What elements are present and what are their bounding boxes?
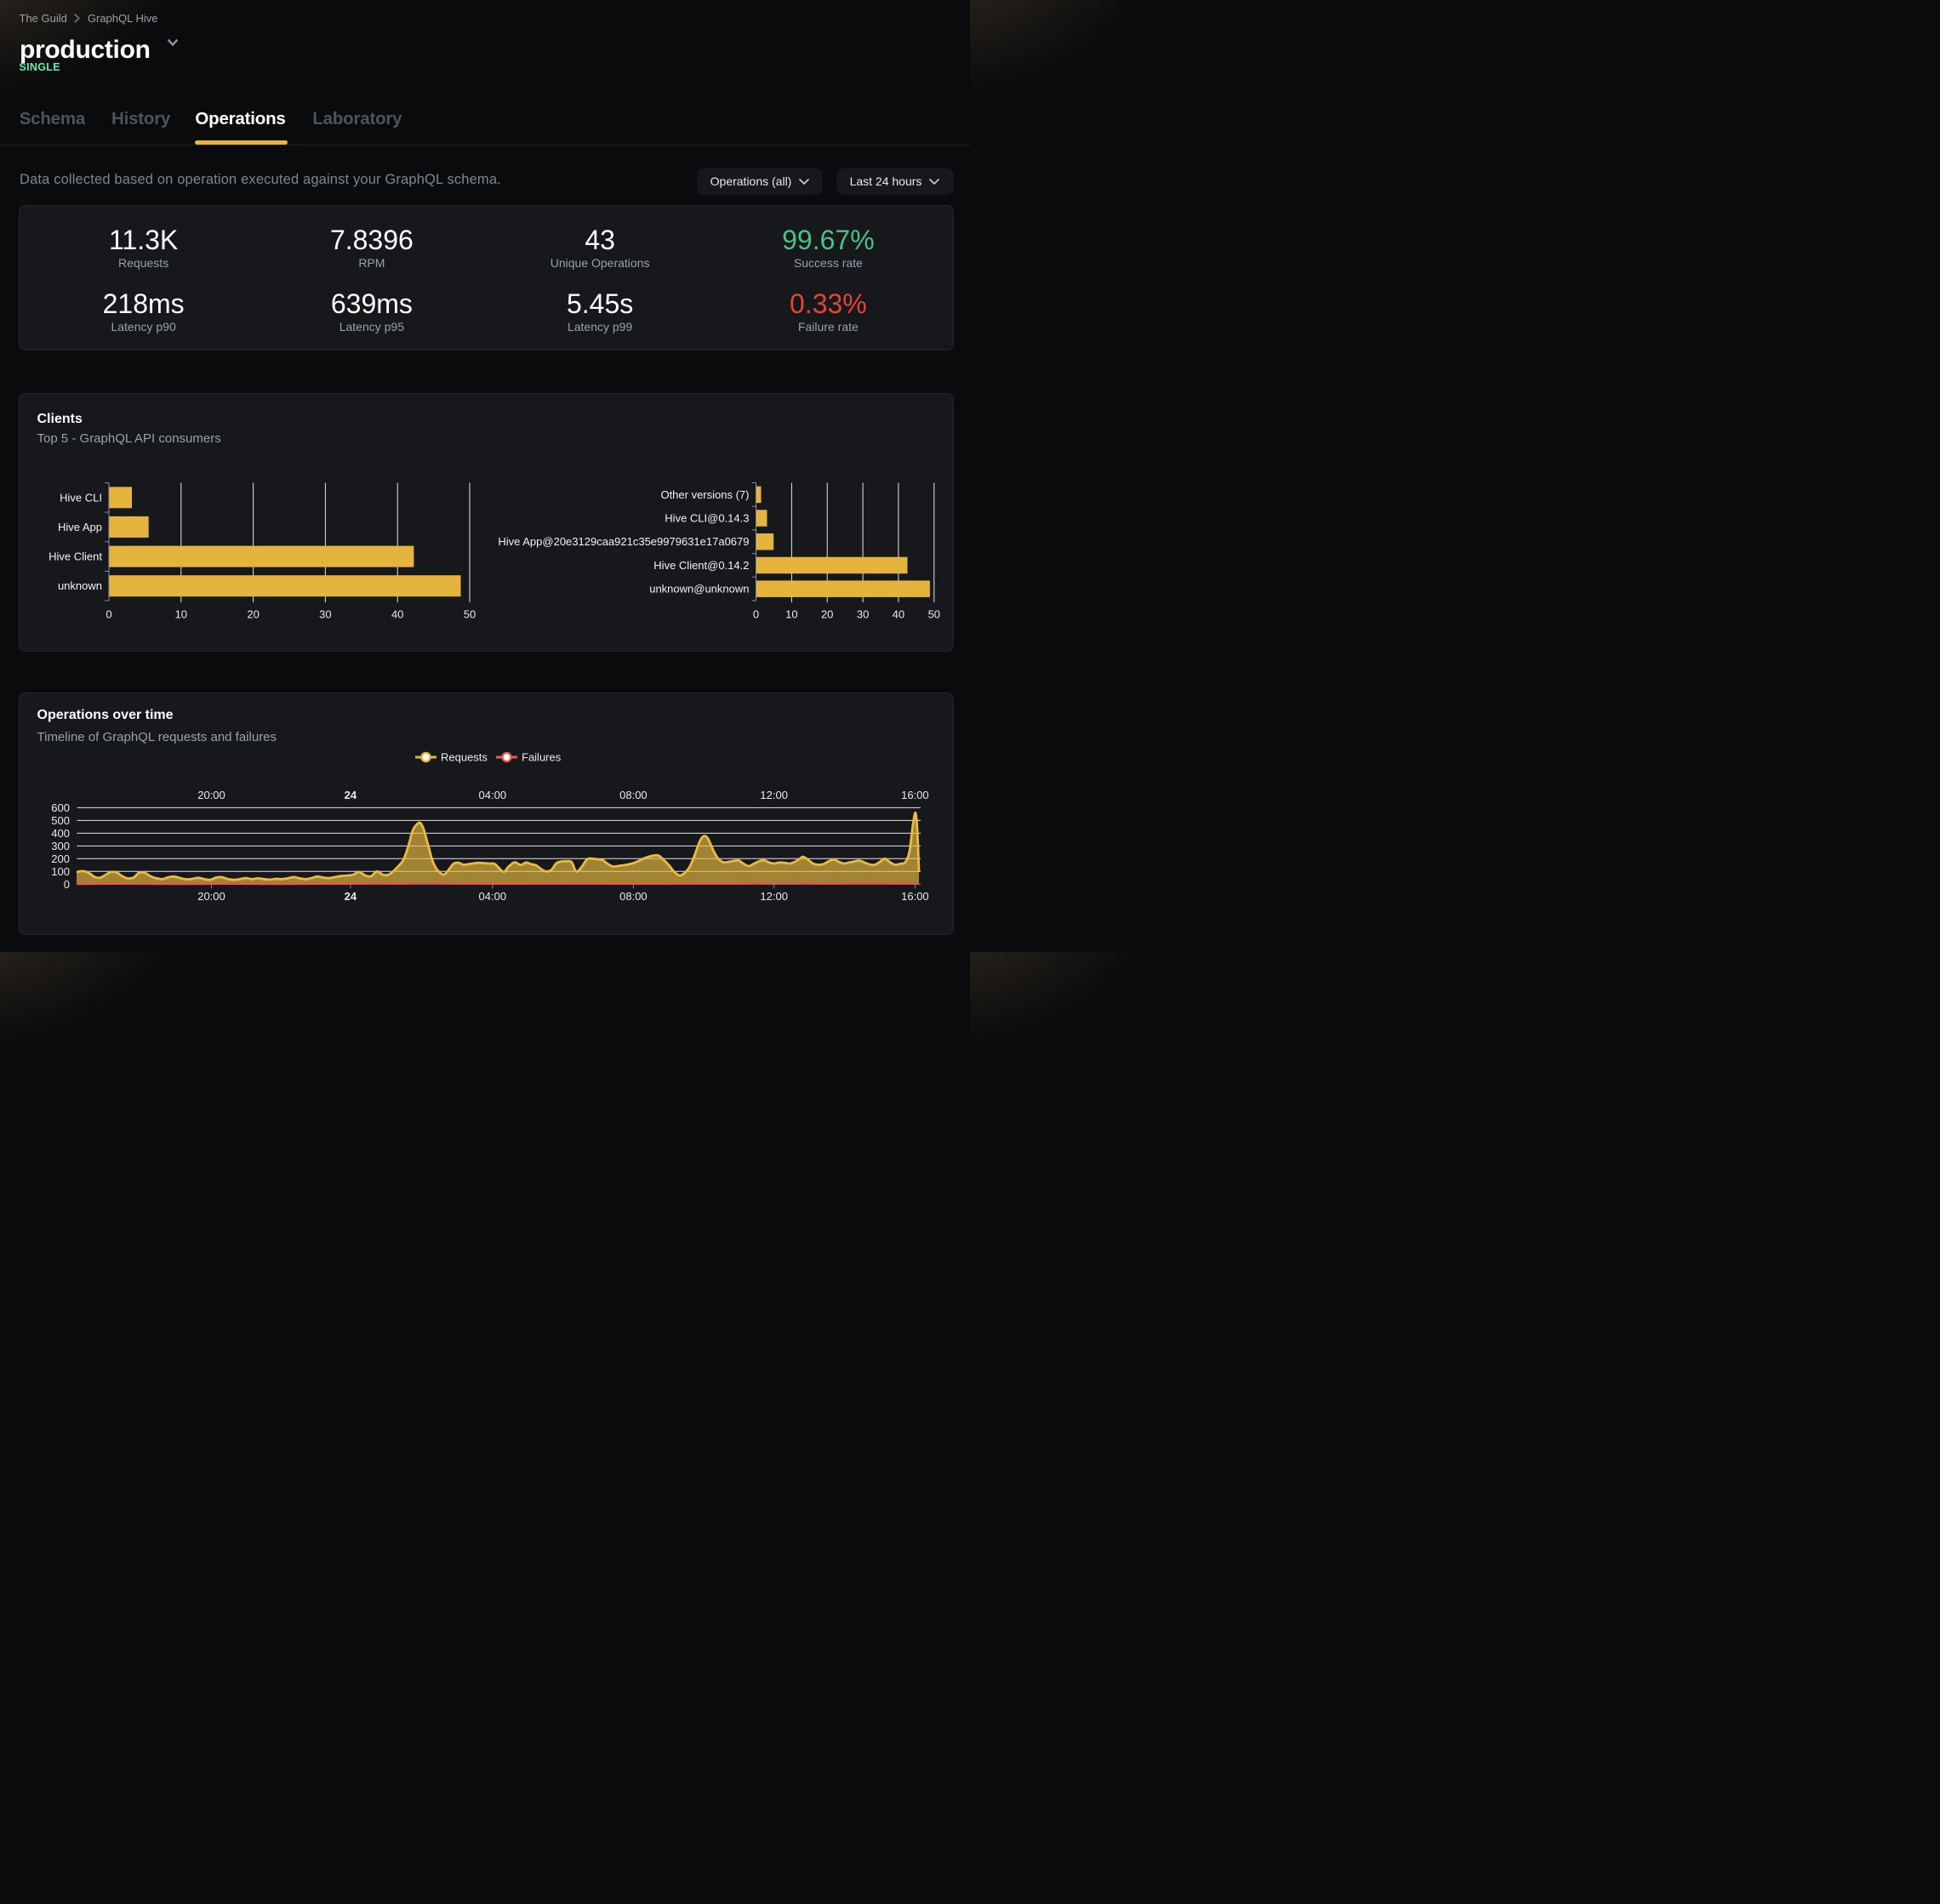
svg-text:Other versions (7): Other versions (7) [660,488,749,501]
svg-text:500: 500 [51,814,70,827]
svg-text:30: 30 [857,608,869,621]
svg-text:16:00: 16:00 [901,890,929,903]
svg-text:600: 600 [51,801,70,814]
svg-text:20: 20 [821,608,833,621]
svg-text:04:00: 04:00 [479,789,507,801]
svg-text:400: 400 [51,827,70,840]
svg-text:0: 0 [64,878,70,891]
svg-text:16:00: 16:00 [901,789,929,801]
svg-text:200: 200 [51,852,70,865]
svg-text:08:00: 08:00 [619,789,648,801]
svg-text:08:00: 08:00 [619,890,648,903]
svg-text:24: 24 [345,789,357,801]
svg-text:Hive CLI: Hive CLI [60,491,102,504]
svg-text:50: 50 [928,608,940,621]
svg-text:0: 0 [106,608,111,621]
svg-text:Hive CLI@0.14.3: Hive CLI@0.14.3 [665,512,749,525]
svg-text:Hive Client@0.14.2: Hive Client@0.14.2 [653,559,749,572]
svg-text:0: 0 [753,608,759,621]
svg-text:12:00: 12:00 [760,789,788,801]
svg-text:Hive Client: Hive Client [48,550,102,563]
svg-text:20:00: 20:00 [197,789,225,801]
svg-text:100: 100 [51,865,70,878]
svg-text:12:00: 12:00 [760,890,788,903]
svg-text:300: 300 [51,840,70,852]
svg-text:10: 10 [785,608,797,621]
svg-text:Requests: Requests [441,751,488,764]
svg-text:unknown@unknown: unknown@unknown [649,583,749,596]
svg-text:unknown: unknown [58,579,102,592]
svg-text:04:00: 04:00 [479,890,507,903]
svg-text:40: 40 [391,608,403,621]
svg-text:Hive App: Hive App [58,521,102,533]
svg-text:Failures: Failures [522,751,562,764]
svg-text:40: 40 [893,608,904,621]
svg-text:30: 30 [319,608,331,621]
svg-text:20:00: 20:00 [197,890,225,903]
svg-text:50: 50 [464,608,476,621]
svg-text:10: 10 [175,608,187,621]
svg-text:24: 24 [345,890,357,903]
svg-text:20: 20 [247,608,259,621]
svg-text:Hive App@20e3129caa921c35e9979: Hive App@20e3129caa921c35e9979631e17a067… [498,535,749,548]
